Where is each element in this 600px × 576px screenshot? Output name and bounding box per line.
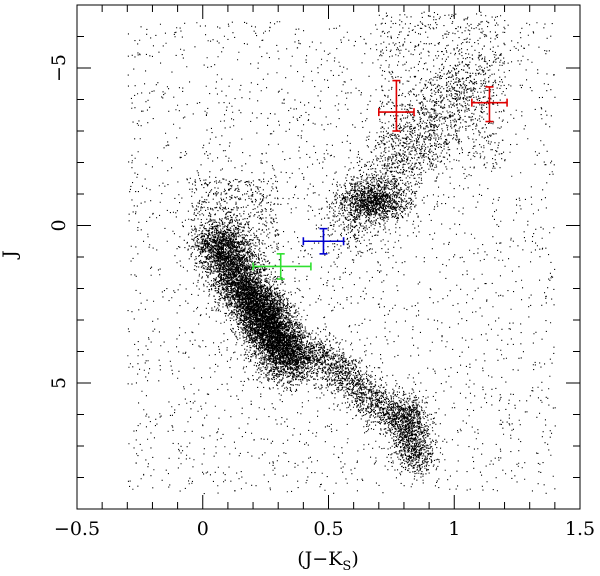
- plot-frame: [76, 4, 581, 510]
- error-point-4: [252, 253, 312, 280]
- x-tick-label: 1.5: [565, 518, 595, 540]
- tick-labels: −0.5 0 0.5 1 1.5 −5 0 5: [48, 54, 595, 540]
- axis-ticks: [76, 4, 581, 510]
- star-dot-cloud: [127, 11, 556, 495]
- x-tick-label: 0: [197, 518, 209, 540]
- x-tick-label: 0.5: [313, 518, 343, 540]
- error-point-2: [471, 86, 508, 123]
- error-point-1: [377, 79, 415, 132]
- x-tick-label: −0.5: [54, 518, 100, 540]
- error-bar-points: [252, 79, 508, 280]
- x-axis-label: (J−KS): [297, 548, 358, 574]
- star-dots: [127, 11, 556, 495]
- x-tick-label: 1: [448, 518, 460, 540]
- y-tick-label: −5: [48, 54, 70, 82]
- error-point-3: [302, 227, 345, 255]
- y-tick-label: 5: [48, 377, 70, 389]
- y-tick-label: 0: [48, 219, 70, 231]
- y-axis-label: J: [0, 250, 21, 260]
